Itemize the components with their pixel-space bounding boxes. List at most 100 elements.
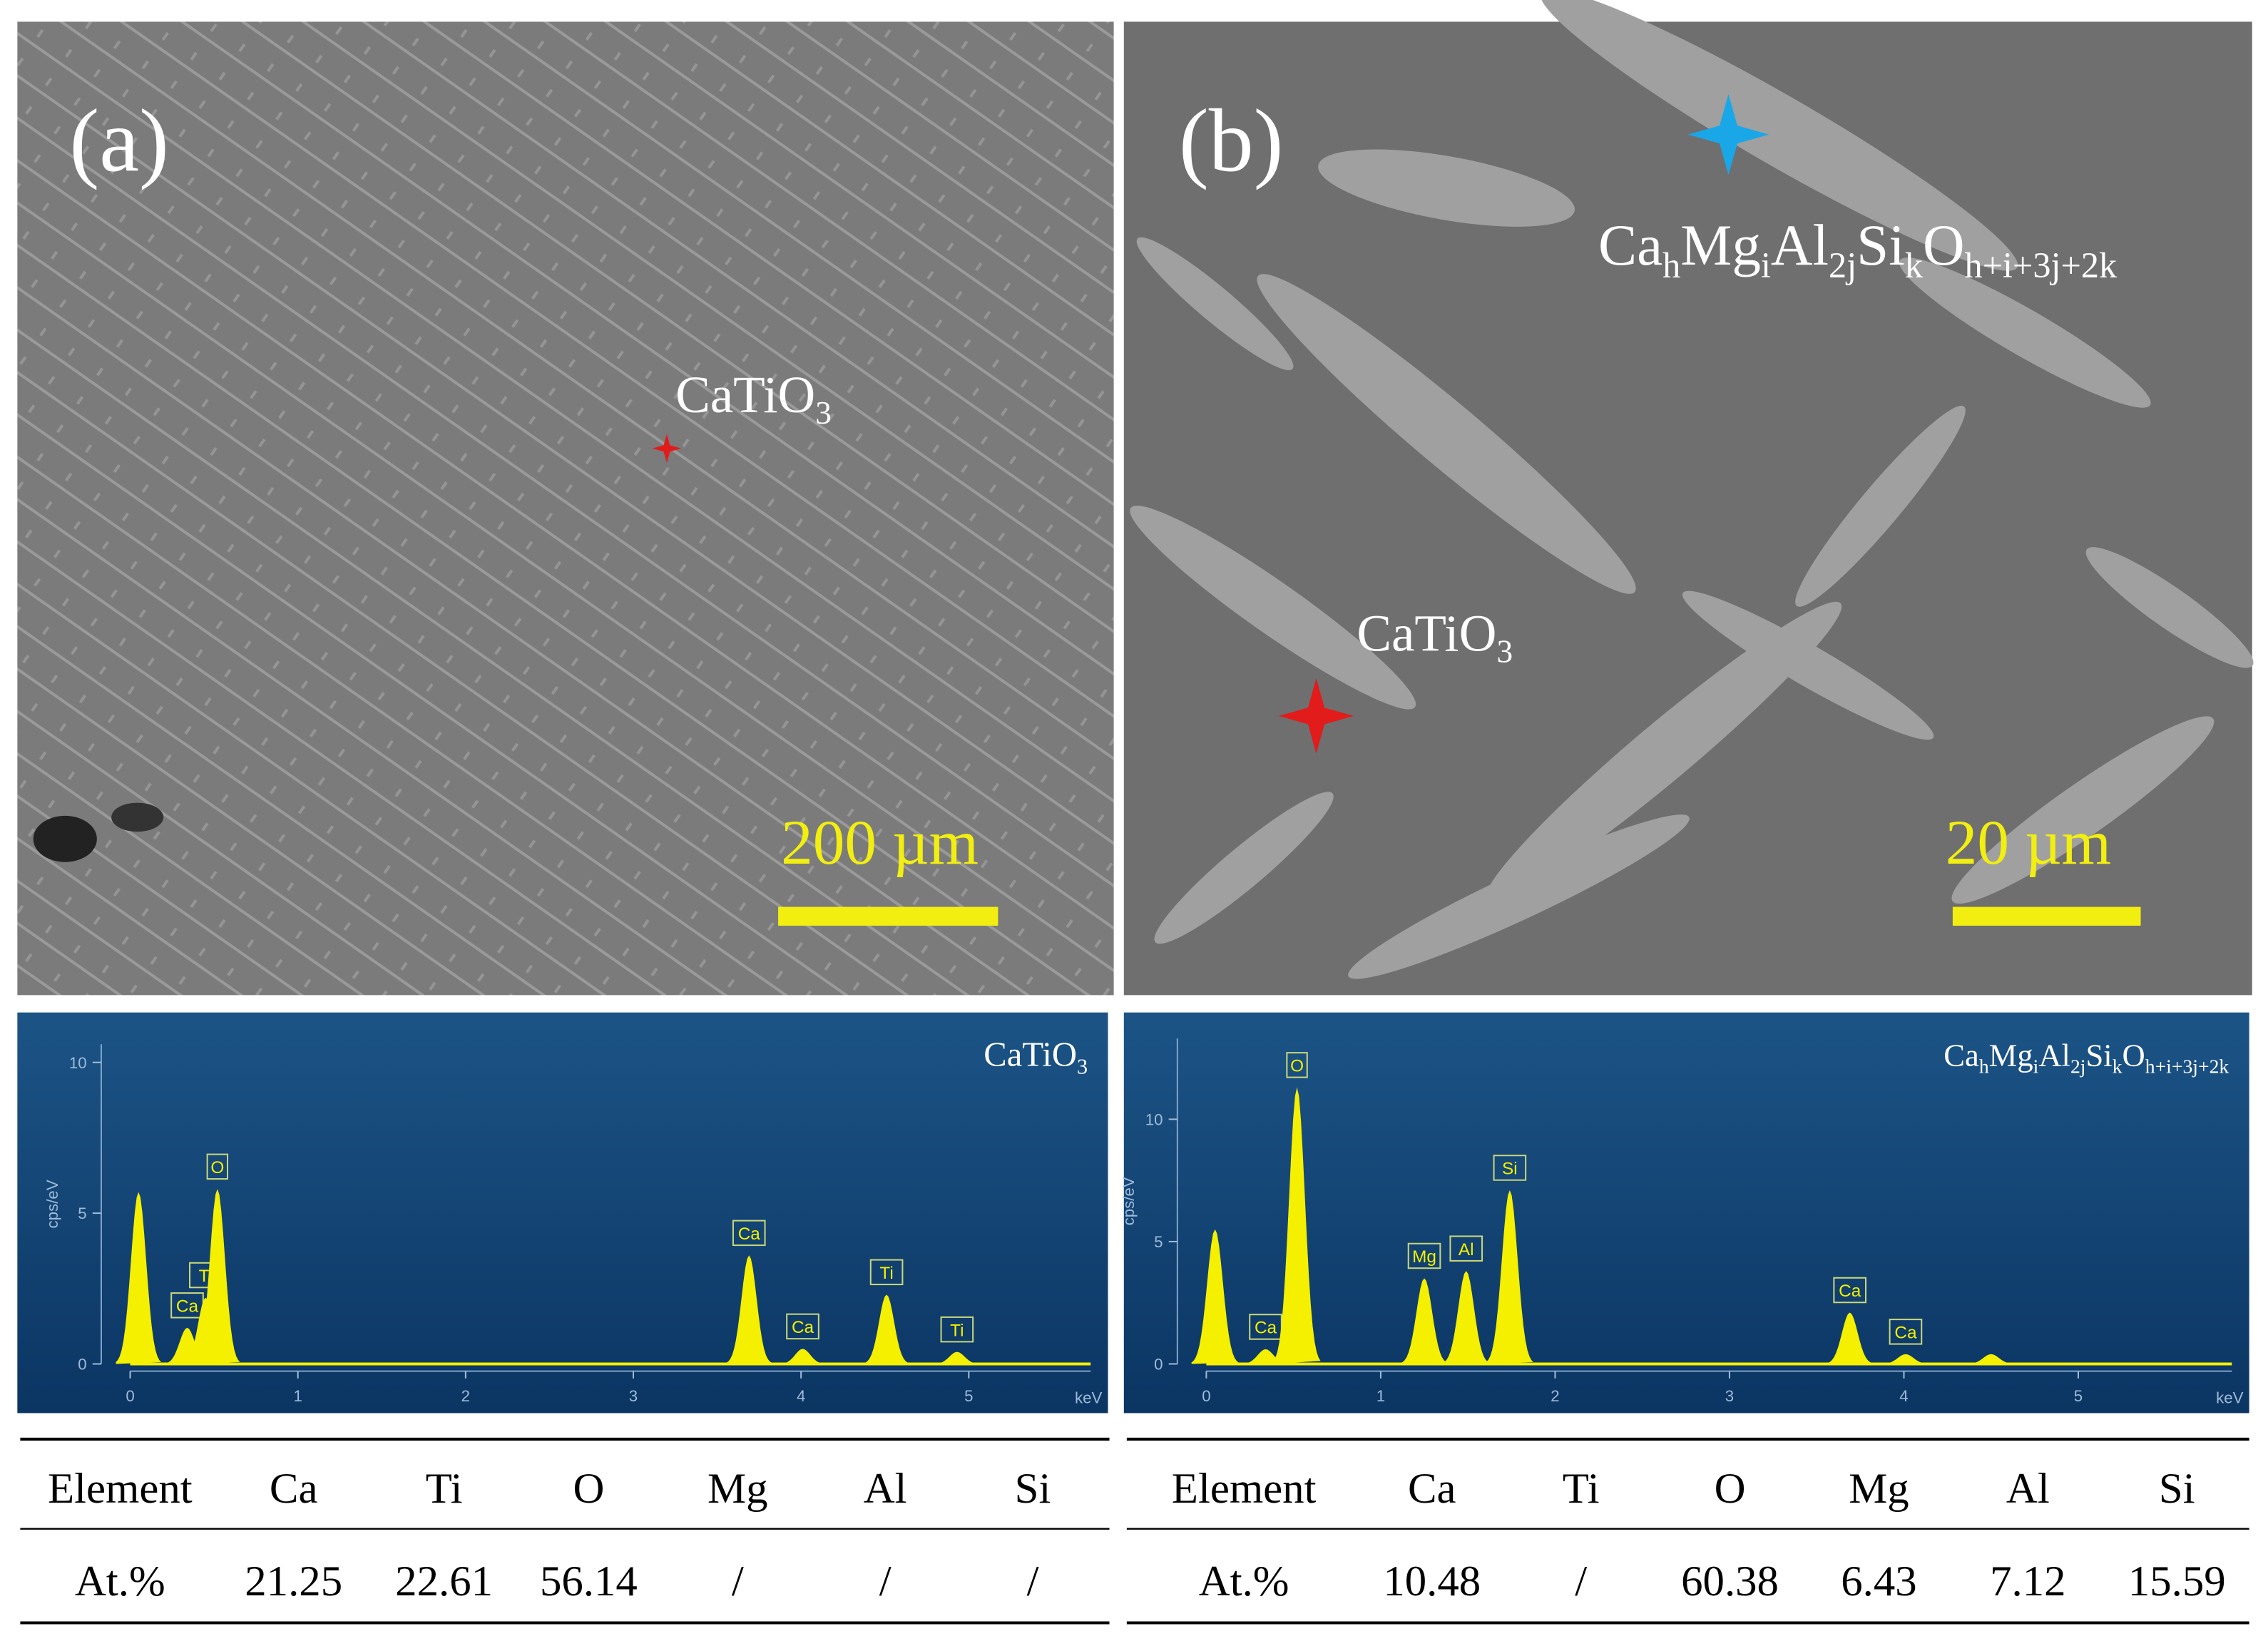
peak-label-box bbox=[1833, 1277, 1867, 1304]
table-cell: 7.12 bbox=[1990, 1558, 2065, 1605]
formula-part: h+i+3j+2k bbox=[1965, 245, 2118, 285]
formula-part: 3 bbox=[815, 395, 832, 431]
crystal bbox=[1682, 591, 1934, 740]
x-tick-label: 1 bbox=[1376, 1387, 1385, 1405]
scale-bar-label: 20 µm bbox=[1946, 807, 2111, 878]
table-header: O bbox=[573, 1465, 604, 1513]
formula-part: Ca bbox=[1943, 1038, 1979, 1073]
peak-label: Si bbox=[1502, 1160, 1518, 1179]
crystal bbox=[1795, 405, 1966, 607]
peak bbox=[1191, 1229, 1239, 1364]
y-axis-label: cps/eV bbox=[1120, 1177, 1138, 1225]
peak bbox=[780, 1349, 826, 1364]
crystal bbox=[1348, 814, 1690, 979]
panel-label: (a) bbox=[69, 91, 169, 190]
crystal bbox=[2085, 547, 2254, 668]
spectrum-legend: CahMgiAl2jSikOh+i+3j+2k bbox=[1943, 1038, 2229, 1078]
table-header: Ti bbox=[426, 1465, 463, 1513]
formula-part: k bbox=[1905, 245, 1924, 285]
formula-part: i bbox=[1761, 245, 1771, 285]
formula-part: 2j bbox=[1829, 245, 1856, 285]
peak-label-box bbox=[1493, 1155, 1527, 1181]
formula-part: 3 bbox=[1496, 634, 1513, 670]
point-marker bbox=[652, 434, 682, 464]
table-header: Ti bbox=[1563, 1465, 1600, 1513]
y-tick-label: 0 bbox=[1154, 1356, 1163, 1374]
x-tick-label: 0 bbox=[1202, 1387, 1210, 1405]
table-cell: 10.48 bbox=[1383, 1558, 1481, 1605]
formula-part: Al bbox=[1771, 213, 1829, 277]
formula-part: h bbox=[1662, 245, 1680, 285]
y-tick-label: 5 bbox=[1154, 1233, 1163, 1251]
peak-label-box bbox=[1889, 1319, 1923, 1345]
point-marker bbox=[1687, 93, 1769, 175]
peak bbox=[116, 1192, 162, 1364]
table-header: Ca bbox=[270, 1465, 318, 1513]
peak-label-box bbox=[1407, 1242, 1441, 1269]
formula-part: k bbox=[2113, 1055, 2123, 1078]
table-header: Mg bbox=[1849, 1465, 1909, 1513]
sem-crystals bbox=[1130, 0, 2254, 979]
table-header: Si bbox=[1015, 1465, 1051, 1513]
y-tick-label: 5 bbox=[78, 1205, 86, 1222]
table-cell: / bbox=[732, 1558, 744, 1605]
phase-label: CaTiO3 bbox=[1357, 605, 1513, 670]
peak bbox=[1273, 1087, 1321, 1364]
crystal bbox=[1130, 506, 1416, 710]
crystal bbox=[1951, 716, 2215, 904]
point-marker bbox=[1278, 678, 1354, 754]
x-tick-label: 5 bbox=[2074, 1387, 2083, 1405]
formula-part: CaTiO bbox=[1357, 605, 1496, 663]
peak-label: O bbox=[210, 1158, 224, 1177]
crystal bbox=[1154, 792, 1334, 944]
table-cell: 6.43 bbox=[1841, 1558, 1916, 1605]
crystal bbox=[1899, 257, 2151, 408]
peak-label: Ca bbox=[792, 1318, 814, 1337]
table-cell: 56.14 bbox=[540, 1558, 638, 1605]
table-cell: At.% bbox=[75, 1558, 165, 1605]
table-header: Al bbox=[2006, 1465, 2050, 1513]
formula-part: Si bbox=[2085, 1038, 2112, 1073]
table-cell: 60.38 bbox=[1681, 1558, 1779, 1605]
peak-label: Ca bbox=[1839, 1282, 1861, 1301]
peak bbox=[1486, 1190, 1533, 1364]
table-header: Element bbox=[1172, 1465, 1317, 1513]
scale-bar bbox=[778, 906, 998, 926]
peak-label: Mg bbox=[1412, 1247, 1436, 1267]
formula-part: Ca bbox=[1598, 213, 1662, 277]
table-header: Si bbox=[2159, 1465, 2195, 1513]
y-tick-label: 0 bbox=[78, 1356, 86, 1374]
formula-part: 2j bbox=[2070, 1055, 2086, 1078]
peak-label: Ca bbox=[738, 1225, 761, 1244]
peak bbox=[726, 1255, 772, 1364]
table-cell: / bbox=[1575, 1558, 1587, 1605]
crystal bbox=[1318, 149, 1575, 227]
peak-label-box bbox=[786, 1313, 819, 1340]
peak bbox=[1401, 1278, 1449, 1364]
peak bbox=[1881, 1354, 1929, 1364]
x-tick-label: 4 bbox=[797, 1387, 805, 1405]
peak bbox=[1442, 1271, 1490, 1364]
pore bbox=[33, 802, 164, 862]
peak bbox=[864, 1294, 909, 1364]
table-cell: At.% bbox=[1199, 1558, 1289, 1605]
peak bbox=[1826, 1312, 1874, 1364]
formula-part: h bbox=[1979, 1055, 1989, 1078]
peak-label-box bbox=[1286, 1052, 1308, 1078]
peak-label-box bbox=[732, 1220, 766, 1247]
x-tick-label: 3 bbox=[629, 1387, 638, 1405]
formula-part: i bbox=[2033, 1055, 2039, 1078]
peak-label: Ca bbox=[1255, 1319, 1277, 1338]
peak-label-box bbox=[206, 1153, 229, 1180]
formula-part: CaTiO bbox=[675, 366, 815, 424]
formula-part: Si bbox=[1856, 213, 1905, 277]
formula-part: 3 bbox=[1077, 1054, 1088, 1078]
formula-part: Al bbox=[2038, 1038, 2070, 1073]
x-tick-label: 0 bbox=[126, 1387, 134, 1405]
formula-part: O bbox=[2123, 1038, 2145, 1073]
table-header: Mg bbox=[708, 1465, 768, 1513]
y-axis-label: cps/eV bbox=[44, 1180, 61, 1228]
formula-part: Mg bbox=[1680, 213, 1761, 277]
